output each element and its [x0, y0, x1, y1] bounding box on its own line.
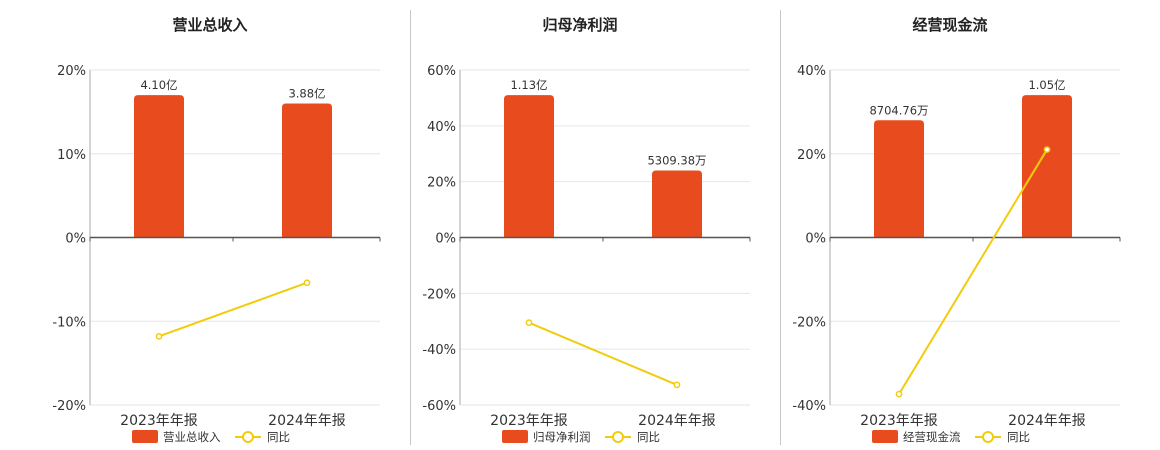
legend-bar-swatch	[872, 430, 898, 443]
bar-data-label: 3.88亿	[288, 87, 325, 101]
x-category-label: 2023年年报	[860, 413, 938, 429]
y-tick-label: 20%	[427, 176, 456, 191]
bar	[504, 95, 554, 238]
legend-line-label: 同比	[637, 430, 660, 444]
y-tick-label: 0%	[805, 232, 826, 247]
bar	[874, 120, 924, 238]
yoy-point	[673, 381, 681, 389]
bar-data-label: 8704.76万	[869, 103, 928, 117]
legend-line-marker	[982, 431, 994, 443]
legend-bar-label: 归母净利润	[533, 430, 591, 444]
yoy-line	[158, 281, 308, 338]
yoy-point	[303, 279, 311, 287]
legend-line-label: 同比	[1007, 430, 1030, 444]
bar-data-label: 5309.38万	[647, 154, 706, 168]
yoy-point	[1043, 146, 1051, 153]
chart-svg: 20% 10% 0% -10% -20% 4.10亿 3.88亿 2023年年报 2024年年报…	[52, 64, 381, 444]
bar	[282, 103, 332, 238]
chart-title: 营业总收入	[172, 16, 248, 34]
y-tick-label: 40%	[427, 120, 456, 135]
y-tick-label: -60%	[422, 399, 456, 414]
x-category-label: 2023年年报	[120, 413, 198, 429]
bar	[1022, 95, 1072, 238]
chart-panel: 经营现金流 40% 20% 0% -20% -40% 8704.76万 1.05亿 2023年年…	[765, 0, 1135, 450]
y-tick-label: 60%	[427, 64, 456, 79]
legend-line-label: 同比	[267, 430, 290, 444]
chart-panel: 归母净利润 60% 40% 20% 0% -20% -40% -60% 1.13亿 5309.38…	[395, 0, 765, 450]
y-tick-label: -20%	[422, 287, 456, 302]
yoy-line	[528, 321, 678, 386]
legend-bar-label: 经营现金流	[903, 430, 961, 444]
legend-bar-swatch	[502, 430, 528, 443]
y-tick-label: -40%	[792, 399, 826, 414]
bar-data-label: 1.13亿	[510, 78, 547, 92]
bar	[134, 95, 184, 238]
legend-line-marker	[242, 431, 254, 443]
bar	[652, 170, 702, 238]
y-tick-label: -20%	[52, 399, 86, 414]
x-category-label: 2024年年报	[268, 413, 346, 429]
y-tick-label: -20%	[792, 315, 826, 330]
legend-bar-label: 营业总收入	[163, 430, 221, 444]
bar-data-label: 1.05亿	[1028, 78, 1065, 92]
chart-title: 经营现金流	[912, 16, 988, 34]
panel-divider	[780, 10, 781, 445]
x-category-label: 2023年年报	[490, 413, 568, 429]
panel-divider	[410, 10, 411, 445]
x-category-label: 2024年年报	[1008, 413, 1086, 429]
y-tick-label: -40%	[422, 343, 456, 358]
y-tick-label: 10%	[57, 148, 86, 163]
legend-line-marker	[612, 431, 624, 443]
y-tick-label: 20%	[797, 148, 826, 163]
chart-svg: 40% 20% 0% -20% -40% 8704.76万 1.05亿 2023年年报 2024…	[792, 64, 1121, 444]
bar-data-label: 4.10亿	[140, 78, 177, 92]
y-tick-label: 0%	[65, 232, 86, 247]
yoy-point	[155, 332, 163, 340]
y-tick-label: 20%	[57, 64, 86, 79]
yoy-line	[898, 149, 1048, 395]
y-tick-label: -10%	[52, 315, 86, 330]
legend-bar-swatch	[132, 430, 158, 443]
x-category-label: 2024年年报	[638, 413, 716, 429]
chart-title: 归母净利润	[542, 16, 618, 34]
yoy-point	[525, 319, 533, 326]
y-tick-label: 0%	[435, 232, 456, 247]
yoy-point	[895, 390, 903, 398]
y-tick-label: 40%	[797, 64, 826, 79]
chart-svg: 60% 40% 20% 0% -20% -40% -60% 1.13亿 5309.38万 2023…	[422, 64, 751, 444]
chart-panel: 营业总收入 20% 10% 0% -10% -20% 4.10亿 3.88亿 2023年年报 20…	[25, 0, 395, 450]
